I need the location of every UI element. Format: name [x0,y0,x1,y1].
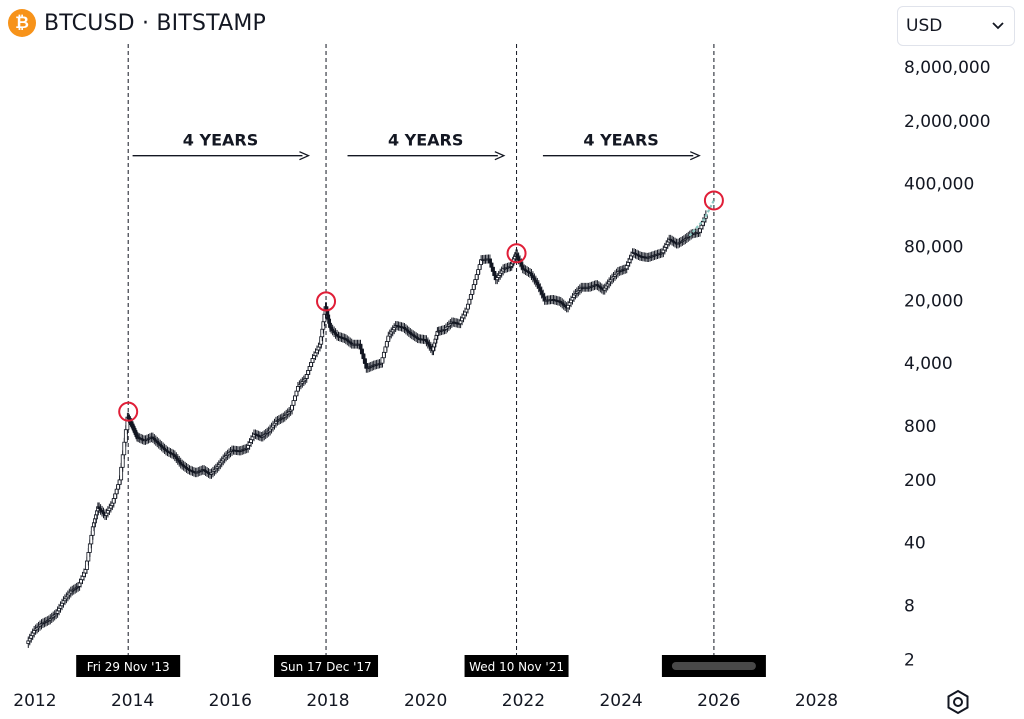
candle-body [123,429,128,443]
cycle-vertical-lines [127,44,715,656]
x-tick-label: 2018 [306,691,349,711]
x-tick-label: 2022 [502,691,545,711]
chevron-down-icon [992,19,1004,33]
candle-body [119,466,124,481]
y-tick-label: 8 [904,596,915,616]
y-tick-label: 2,000,000 [904,112,991,132]
x-tick-label: 2020 [404,691,447,711]
peak-marker-0 [118,401,139,422]
x-tick-label: 2028 [795,691,838,711]
forecast-line [688,199,715,237]
x-tick-label: 2016 [209,691,252,711]
date-label-text-1: Sun 17 Dec '17 [280,660,371,674]
annotation-label-0: 4 YEARS [183,131,258,150]
y-tick-label: 200 [904,471,936,491]
four-year-annotations: 4 YEARS 4 YEARS 4 YEARS [132,131,701,161]
y-tick-label: 2 [904,650,915,670]
peak-marker-2 [506,243,527,264]
y-tick-label: 800 [904,417,936,437]
annotation-arrow-head-0 [299,151,311,161]
forecast-segment [688,199,715,237]
candle-body [122,441,127,456]
currency-selector[interactable]: USD [897,6,1015,46]
currency-value: USD [906,16,943,36]
bitcoin-logo-icon: ₿ [8,9,36,37]
x-tick-label: 2012 [13,691,56,711]
candle-body [120,454,125,468]
price-candles [26,210,708,648]
date-label-text-0: Fri 29 Nov '13 [87,660,170,674]
settings-icon[interactable] [944,688,972,716]
symbol-title: BTCUSD · BITSTAMP [44,10,267,36]
y-tick-label: 8,000,000 [904,58,991,78]
x-tick-label: 2024 [599,691,642,711]
y-tick-label: 400,000 [904,175,974,195]
x-tick-label: 2026 [697,691,740,711]
x-axis-labels: 2012 2014 2016 2018 2020 2022 2024 2026 2028 [13,691,838,711]
date-label-blurred-3 [671,662,756,670]
date-labels: Fri 29 Nov '13 Sun 17 Dec '17 Wed 10 Nov '… [76,655,766,677]
y-tick-label: 4,000 [904,354,953,374]
chart-header: ₿ BTCUSD · BITSTAMP [8,6,266,40]
date-label-text-2: Wed 10 Nov '21 [469,660,564,674]
annotation-arrow-head-2 [689,151,701,161]
y-axis-labels: 8,000,000 2,000,000 400,000 80,000 20,000 4,0… [904,58,991,670]
date-label-box-1 [274,655,379,677]
annotation-label-2: 4 YEARS [583,131,658,150]
cycle-peak-markers [118,190,724,422]
y-tick-label: 40 [904,534,926,554]
annotation-label-1: 4 YEARS [388,131,463,150]
y-tick-label: 80,000 [904,237,963,257]
date-label-box-2 [464,655,569,677]
peak-marker-3 [703,190,724,211]
peak-marker-1 [316,291,337,312]
x-tick-label: 2014 [111,691,154,711]
date-label-box-0 [76,655,181,677]
annotation-arrow-head-1 [494,151,506,161]
y-tick-label: 20,000 [904,291,963,311]
